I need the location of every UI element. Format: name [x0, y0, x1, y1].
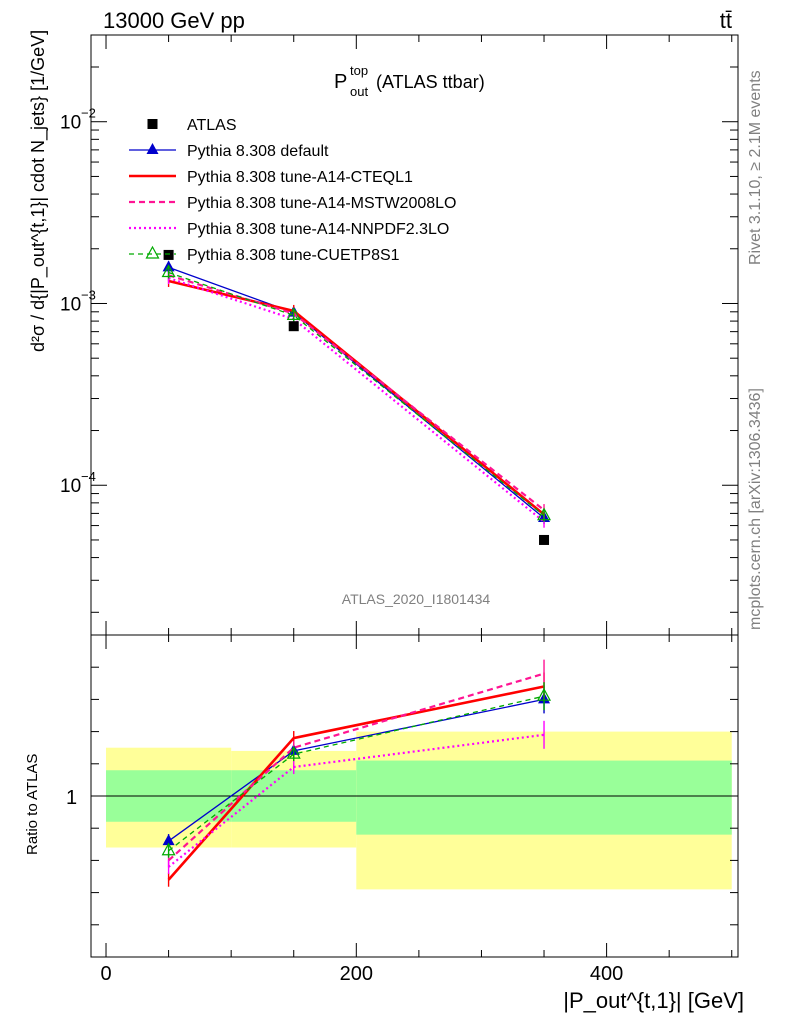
atlas-point — [288, 321, 299, 332]
y-tick-exponent: −3 — [81, 287, 96, 302]
title-main: P — [334, 71, 347, 93]
analysis-id: ATLAS_2020_I1801434 — [342, 591, 491, 607]
y-axis-label: d²σ / d{|P_out^{t,1}| cdot N_jets} [1/Ge… — [28, 30, 49, 352]
legend-label: Pythia 8.308 tune-A14-MSTW2008LO — [187, 195, 456, 212]
title-sub: out — [350, 84, 368, 99]
title-sup: top — [350, 63, 368, 78]
y-tick-exponent: −4 — [81, 469, 96, 484]
process-label: tt̄ — [720, 8, 732, 33]
series-marker — [286, 307, 301, 320]
atlas-point — [539, 534, 550, 545]
legend-marker — [145, 245, 160, 259]
atlas-data-points — [163, 249, 550, 545]
legend-label: Pythia 8.308 tune-A14-NNPDF2.3LO — [187, 221, 449, 238]
series-marker — [537, 507, 552, 521]
ratio-marker — [162, 834, 175, 846]
legend-atlas-marker — [147, 119, 158, 129]
y-tick-label: 10 — [60, 113, 81, 134]
ratio-marker — [161, 842, 176, 856]
series-lines — [161, 260, 552, 528]
series-line — [168, 266, 545, 519]
legend-label: Pythia 8.308 tune-A14-CTEQL1 — [187, 169, 413, 186]
series-marker — [161, 264, 176, 278]
series-line — [168, 271, 545, 517]
x-tick-label: 0 — [100, 963, 111, 985]
mcplots-label: mcplots.cern.ch [arXiv:1306.3436] — [747, 388, 764, 630]
legend-marker — [146, 143, 159, 154]
legend-atlas-label: ATLAS — [187, 117, 237, 134]
series-line — [168, 277, 545, 523]
ratio-series-lines — [161, 659, 552, 887]
ratio-marker — [537, 687, 552, 701]
y-tick-exponent: −2 — [81, 106, 96, 121]
title-suffix: (ATLAS ttbar) — [376, 72, 485, 92]
y-tick-label: 10 — [60, 476, 81, 497]
energy-label: 13000 GeV pp — [103, 8, 245, 33]
legend: ATLAS Pythia 8.308 default Pythia 8.308 tu… — [129, 117, 456, 264]
x-axis-label: |P_out^{t,1}| [GeV] — [563, 988, 744, 1013]
legend-label: Pythia 8.308 tune-CUETP8S1 — [187, 247, 400, 264]
ratio-marker — [286, 745, 301, 759]
rivet-label: Rivet 3.1.10, ≥ 2.1M events — [747, 70, 764, 265]
ratio-bands — [91, 731, 738, 890]
series-line — [168, 279, 545, 516]
ratio-y-axis-label: Ratio to ATLAS — [24, 754, 41, 855]
plot-title: P top out (ATLAS ttbar) — [334, 63, 485, 99]
x-tick-label: 200 — [340, 963, 373, 985]
legend-label: Pythia 8.308 default — [187, 143, 329, 160]
atlas-point — [163, 249, 174, 260]
y-tick-label: 10 — [60, 294, 81, 315]
ratio-series-line — [167, 672, 545, 862]
ratio-unity-label: 1 — [66, 787, 77, 809]
x-tick-label: 400 — [590, 963, 623, 985]
ratio-band-green — [356, 760, 732, 835]
